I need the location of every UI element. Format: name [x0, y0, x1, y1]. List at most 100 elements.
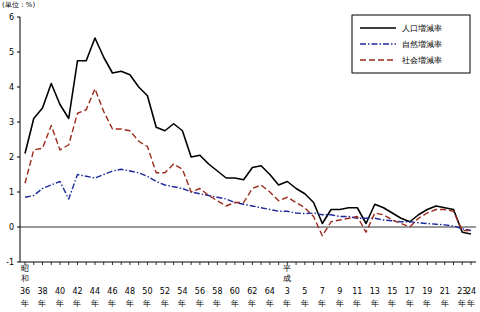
legend-swatch	[360, 43, 396, 45]
x-tick	[103, 262, 104, 265]
x-tick-label: 3年	[283, 287, 291, 308]
x-tick-label: 58年	[212, 287, 222, 308]
legend-swatch	[360, 27, 396, 29]
x-tick	[261, 262, 262, 265]
x-tick	[86, 262, 87, 265]
x-tick	[296, 262, 297, 265]
x-tick-label: 44年	[90, 287, 100, 308]
x-tick	[269, 262, 270, 265]
y-tick	[17, 52, 20, 53]
series-line	[25, 169, 471, 230]
x-tick	[182, 262, 183, 265]
x-tick	[331, 262, 332, 265]
y-tick	[17, 17, 20, 18]
x-tick	[173, 262, 174, 265]
x-tick	[243, 262, 244, 265]
x-tick	[59, 262, 60, 265]
x-tick	[234, 262, 235, 265]
x-tick-label: 56年	[195, 287, 205, 308]
x-tick-label: 36年	[20, 287, 30, 308]
x-tick	[94, 262, 95, 265]
y-tick	[17, 192, 20, 193]
y-tick-label: -1	[6, 258, 14, 267]
x-tick	[313, 262, 314, 265]
x-tick	[191, 262, 192, 265]
chart-svg: -10123456(単位：%)36年38年40年42年44年46年48年50年5…	[0, 0, 480, 312]
x-tick	[453, 262, 454, 265]
x-tick	[436, 262, 437, 265]
x-tick	[366, 262, 367, 265]
x-tick	[357, 262, 358, 265]
legend-box	[352, 15, 470, 73]
x-tick	[392, 262, 393, 265]
y-tick-label: 5	[9, 48, 14, 57]
y-tick-label: 1	[9, 188, 14, 197]
x-tick-label: 50年	[142, 287, 152, 308]
y-tick-label: 4	[9, 83, 14, 92]
era-label: 平成	[283, 264, 291, 283]
x-tick-label: 64年	[265, 287, 275, 308]
x-tick	[112, 262, 113, 265]
y-tick	[17, 262, 20, 263]
x-tick-label: 13年	[370, 287, 380, 308]
y-tick-label: 6	[9, 13, 14, 22]
y-tick-label: 3	[9, 118, 14, 127]
x-tick-label: 54年	[177, 287, 187, 308]
x-tick-label: 17年	[405, 287, 415, 308]
x-tick-label: 40年	[55, 287, 65, 308]
x-tick	[322, 262, 323, 265]
x-tick	[383, 262, 384, 265]
x-tick	[77, 262, 78, 265]
legend-label: 人口増減率	[402, 24, 442, 33]
x-tick-label: 21年	[440, 287, 450, 308]
y-tick	[17, 157, 20, 158]
x-tick	[217, 262, 218, 265]
y-axis-label: (単位：%)	[2, 1, 35, 9]
x-tick	[121, 262, 122, 265]
zero-line	[20, 227, 476, 228]
era-label: 昭和	[21, 264, 29, 283]
x-tick	[339, 262, 340, 265]
x-tick	[374, 262, 375, 265]
x-tick	[278, 262, 279, 265]
x-tick	[401, 262, 402, 265]
x-tick-label: 5年	[301, 287, 309, 308]
x-tick	[51, 262, 52, 265]
legend-swatch	[360, 59, 396, 61]
x-tick-label: 52年	[160, 287, 170, 308]
x-tick	[138, 262, 139, 265]
x-tick	[444, 262, 445, 265]
x-tick	[164, 262, 165, 265]
x-tick-label: 19年	[422, 287, 432, 308]
x-tick	[129, 262, 130, 265]
x-tick-label: 42年	[72, 287, 82, 308]
y-tick	[17, 87, 20, 88]
x-tick	[418, 262, 419, 265]
y-tick-label: 2	[9, 153, 14, 162]
legend-label: 社会増減率	[402, 56, 442, 65]
x-tick	[427, 262, 428, 265]
x-tick-label: 48年	[125, 287, 135, 308]
y-axis	[20, 17, 21, 262]
x-tick	[42, 262, 43, 265]
x-axis	[20, 262, 476, 263]
y-tick	[17, 227, 20, 228]
legend-label: 自然増減率	[402, 40, 442, 49]
x-tick	[156, 262, 157, 265]
x-tick-label: 11年	[352, 287, 362, 308]
x-tick-label: 38年	[37, 287, 47, 308]
y-tick	[17, 122, 20, 123]
x-tick-label: 9年	[336, 287, 344, 308]
chart-container: -10123456(単位：%)36年38年40年42年44年46年48年50年5…	[0, 0, 480, 312]
x-tick-label: 15年	[387, 287, 397, 308]
x-tick	[348, 262, 349, 265]
x-tick	[304, 262, 305, 265]
x-tick-label: 7年	[318, 287, 326, 308]
x-tick	[68, 262, 69, 265]
x-tick	[409, 262, 410, 265]
x-tick	[462, 262, 463, 265]
x-tick	[33, 262, 34, 265]
x-tick-label: 24年	[466, 287, 476, 308]
y-tick-label: 0	[9, 223, 14, 232]
x-tick	[226, 262, 227, 265]
